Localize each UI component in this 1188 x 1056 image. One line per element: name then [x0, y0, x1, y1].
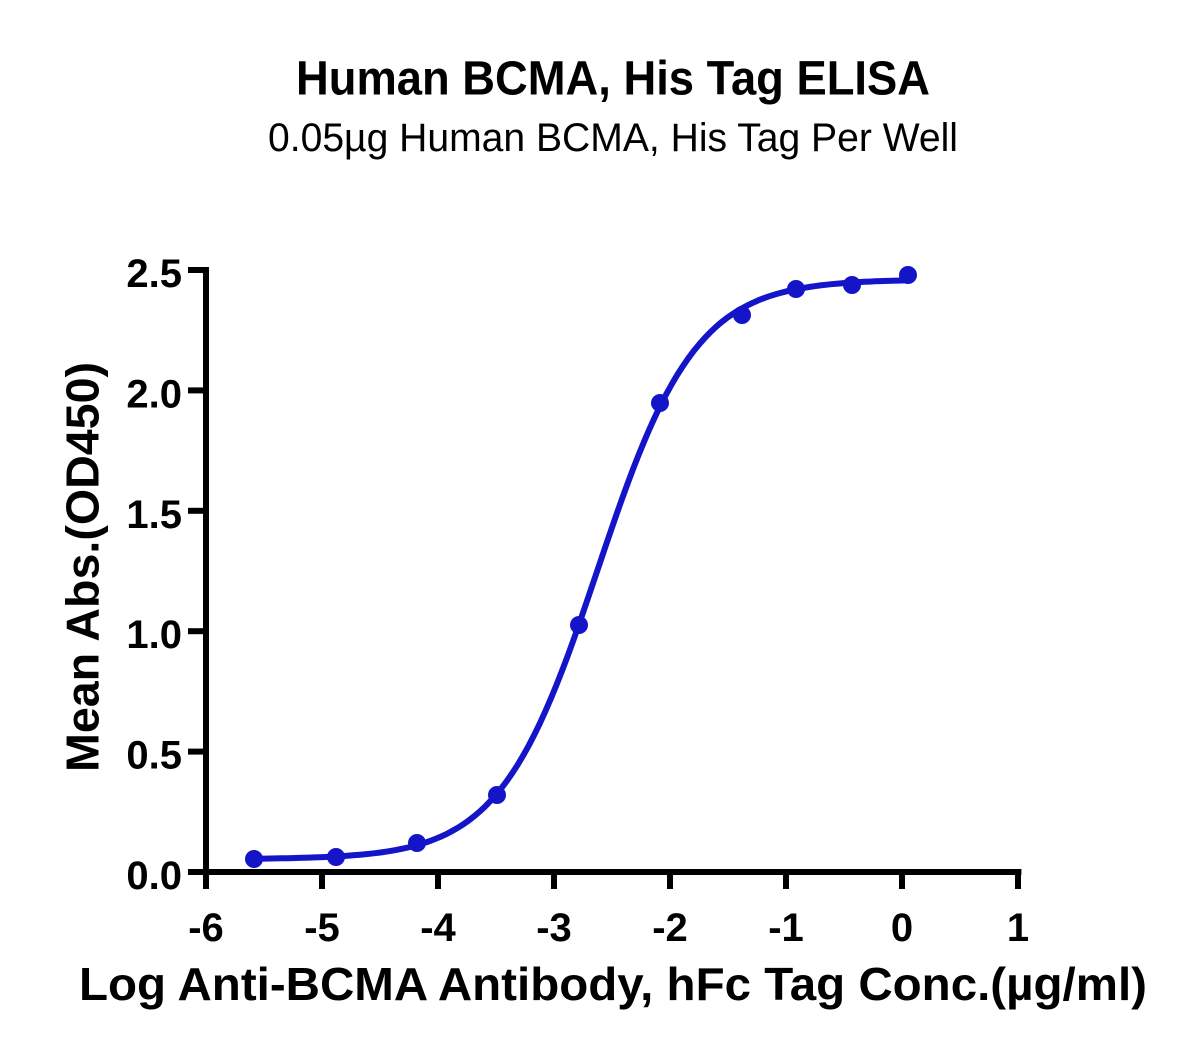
- svg-text:2.0: 2.0: [126, 372, 182, 416]
- svg-text:-5: -5: [304, 906, 340, 950]
- svg-text:1.0: 1.0: [126, 613, 182, 657]
- svg-text:-1: -1: [768, 906, 804, 950]
- svg-text:0.0: 0.0: [126, 854, 182, 898]
- svg-text:Log Anti-BCMA Antibody, hFc Ta: Log Anti-BCMA Antibody, hFc Tag Conc.(µg…: [79, 958, 1147, 1010]
- svg-text:0.5: 0.5: [126, 734, 182, 778]
- svg-text:Human BCMA, His Tag ELISA: Human BCMA, His Tag ELISA: [296, 52, 930, 106]
- svg-text:Mean Abs.(OD450): Mean Abs.(OD450): [57, 362, 109, 772]
- svg-text:1: 1: [1007, 906, 1029, 950]
- svg-text:-3: -3: [536, 906, 572, 950]
- svg-text:-2: -2: [652, 906, 688, 950]
- svg-text:-6: -6: [188, 906, 224, 950]
- svg-text:1.5: 1.5: [126, 493, 182, 537]
- svg-text:-4: -4: [420, 906, 456, 950]
- svg-text:0.05µg Human BCMA, His Tag Per: 0.05µg Human BCMA, His Tag Per Well: [268, 116, 958, 160]
- svg-text:2.5: 2.5: [126, 252, 182, 296]
- svg-text:0: 0: [891, 906, 913, 950]
